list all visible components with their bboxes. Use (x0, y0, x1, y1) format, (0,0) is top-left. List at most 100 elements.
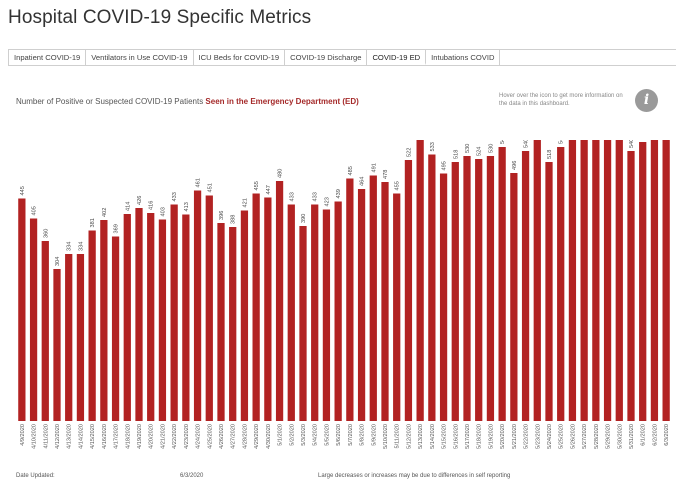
bar-5/14/2020[interactable] (428, 154, 436, 422)
bar-6/3/2020[interactable] (662, 140, 670, 421)
x-tick-4/13/2020: 4/13/2020 (67, 424, 73, 449)
bar-4/28/2020[interactable] (240, 210, 249, 422)
bar-4/15/2020[interactable] (88, 230, 96, 422)
bar-5/6/2020[interactable] (334, 201, 342, 422)
bar-5/31/2020[interactable] (627, 151, 635, 421)
bar-5/29/2020[interactable] (603, 140, 612, 421)
x-tick-5/6/2020: 5/6/2020 (336, 424, 342, 446)
bar-5/27/2020[interactable] (580, 140, 588, 421)
x-tick-5/11/2020: 5/11/2020 (395, 424, 401, 448)
x-tick-5/24/2020: 5/24/2020 (547, 424, 553, 449)
data-label-5/3/2020: 390 (301, 214, 307, 223)
bar-4/18/2020[interactable] (123, 214, 131, 421)
bar-4/30/2020[interactable] (264, 197, 272, 422)
x-tick-5/2/2020: 5/2/2020 (289, 424, 295, 446)
bar-4/27/2020[interactable] (229, 227, 237, 421)
bar-4/11/2020[interactable] (41, 241, 49, 421)
bar-4/9/2020[interactable] (18, 198, 26, 422)
bar-5/9/2020[interactable] (369, 175, 377, 422)
data-label-4/13/2020: 334 (67, 242, 73, 251)
bar-4/21/2020[interactable] (158, 219, 167, 422)
data-label-5/15/2020: 495 (442, 161, 448, 170)
info-icon[interactable]: i (635, 89, 658, 112)
bar-5/21/2020[interactable] (510, 173, 518, 421)
bar-5/3/2020[interactable] (299, 226, 307, 421)
data-label-5/6/2020: 439 (336, 189, 342, 198)
x-tick-6/3/2020: 6/3/2020 (664, 424, 670, 446)
bar-4/17/2020[interactable] (111, 236, 120, 422)
bar-4/13/2020[interactable] (65, 254, 73, 421)
x-tick-5/9/2020: 5/9/2020 (371, 424, 377, 446)
bar-4/29/2020[interactable] (252, 193, 260, 422)
bar-6/2/2020[interactable] (650, 140, 659, 421)
bar-5/10/2020[interactable] (381, 182, 389, 421)
tab-covid-ed[interactable]: COVID-19 ED (367, 50, 427, 65)
x-tick-4/18/2020: 4/18/2020 (125, 424, 131, 449)
bar-4/20/2020[interactable] (147, 213, 155, 421)
x-tick-5/10/2020: 5/10/2020 (383, 424, 389, 449)
data-label-4/20/2020: 416 (149, 201, 155, 210)
bar-4/14/2020[interactable] (76, 254, 85, 421)
bar-5/5/2020[interactable] (322, 209, 331, 422)
bar-5/4/2020[interactable] (311, 204, 319, 422)
bar-5/17/2020[interactable] (463, 156, 471, 421)
bar-5/7/2020[interactable] (346, 178, 354, 422)
tab-covid-discharge[interactable]: COVID-19 Discharge (285, 50, 368, 65)
x-tick-5/29/2020: 5/29/2020 (606, 424, 612, 449)
bar-5/8/2020[interactable] (357, 189, 366, 421)
bar-5/16/2020[interactable] (451, 162, 459, 421)
data-label-5/22/2020: 540 (524, 140, 530, 148)
bar-5/28/2020[interactable] (592, 140, 600, 421)
data-label-5/11/2020: 455 (395, 181, 401, 190)
data-label-5/18/2020: 524 (477, 147, 483, 156)
bar-4/16/2020[interactable] (100, 220, 108, 421)
bar-5/30/2020[interactable] (615, 140, 623, 421)
data-label-5/8/2020: 464 (360, 177, 366, 186)
bar-5/25/2020[interactable] (557, 147, 565, 421)
bar-6/1/2020[interactable] (639, 142, 647, 421)
bar-4/23/2020[interactable] (182, 214, 190, 422)
bar-5/13/2020[interactable] (416, 140, 424, 421)
tab-intubations-covid[interactable]: Intubations COVID (426, 50, 501, 65)
data-label-4/15/2020: 381 (90, 218, 96, 227)
x-tick-5/21/2020: 5/21/2020 (512, 424, 518, 449)
x-tick-6/2/2020: 6/2/2020 (652, 424, 658, 446)
bar-4/12/2020[interactable] (53, 269, 61, 421)
tab-inpatient-covid[interactable]: Inpatient COVID-19 (8, 50, 87, 65)
x-tick-4/16/2020: 4/16/2020 (102, 424, 108, 449)
bar-5/1/2020[interactable] (275, 181, 284, 421)
bar-5/22/2020[interactable] (521, 151, 530, 421)
data-label-5/12/2020: 522 (406, 148, 412, 157)
bar-4/25/2020[interactable] (205, 195, 213, 422)
bar-5/11/2020[interactable] (393, 193, 401, 422)
bar-5/15/2020[interactable] (439, 173, 448, 422)
tab-icu-beds[interactable]: ICU Beds for COVID-19 (194, 50, 286, 65)
bar-5/24/2020[interactable] (545, 162, 553, 421)
bar-4/10/2020[interactable] (29, 218, 38, 422)
bar-4/22/2020[interactable] (170, 204, 178, 422)
bar-5/2/2020[interactable] (287, 204, 295, 422)
bar-5/18/2020[interactable] (475, 159, 483, 421)
data-label-5/4/2020: 433 (313, 192, 319, 201)
bar-5/19/2020[interactable] (486, 156, 495, 421)
bar-4/24/2020[interactable] (193, 190, 202, 422)
bar-5/20/2020[interactable] (498, 147, 506, 421)
bar-5/12/2020[interactable] (404, 160, 413, 421)
bar-4/26/2020[interactable] (217, 223, 225, 421)
tab-ventilators-in-use[interactable]: Ventilators in Use COVID-19 (86, 50, 194, 65)
page-title: Hospital COVID-19 Specific Metrics (8, 7, 312, 28)
bar-5/26/2020[interactable] (568, 140, 577, 421)
x-tick-5/22/2020: 5/22/2020 (524, 424, 530, 449)
x-tick-4/24/2020: 4/24/2020 (196, 424, 202, 449)
data-label-4/27/2020: 388 (231, 215, 237, 224)
data-label-4/30/2020: 447 (266, 185, 272, 194)
x-tick-4/26/2020: 4/26/2020 (219, 424, 225, 449)
x-tick-4/25/2020: 4/25/2020 (207, 424, 213, 449)
bar-5/23/2020[interactable] (533, 140, 541, 421)
subtitle-highlight: Seen in the Emergency Department (ED) (205, 97, 359, 106)
x-tick-5/7/2020: 5/7/2020 (348, 424, 354, 446)
data-label-5/20/2020: 548 (500, 140, 506, 144)
x-tick-5/13/2020: 5/13/2020 (418, 424, 424, 449)
x-tick-5/18/2020: 5/18/2020 (477, 424, 483, 449)
bar-4/19/2020[interactable] (135, 208, 143, 421)
